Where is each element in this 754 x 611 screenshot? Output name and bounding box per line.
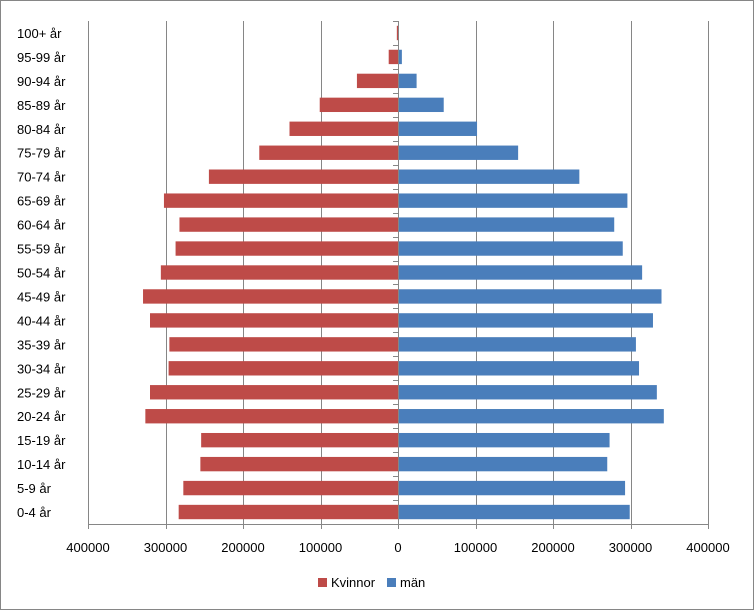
bar-man-35-39-r: [398, 337, 636, 352]
bar-man-90-94-r: [398, 73, 417, 89]
bar-man-70-74-r: [398, 169, 580, 184]
bar-man-95-99-r: [398, 49, 402, 65]
bar-kvinnor-40-44-r: [150, 313, 398, 328]
category-label-100plus-r: 100+ år: [17, 26, 62, 41]
x-tick-label: 300000: [609, 540, 652, 555]
bar-man-10-14-r: [398, 456, 608, 472]
bars: [143, 25, 664, 520]
category-label-75-79-r: 75-79 år: [17, 146, 66, 161]
bar-man-40-44-r: [398, 313, 653, 328]
bar-kvinnor-65-69-r: [163, 193, 398, 208]
category-label-50-54-r: 50-54 år: [17, 266, 66, 281]
bar-kvinnor-5-9-r: [183, 480, 398, 496]
bar-kvinnor-80-84-r: [289, 121, 398, 136]
category-label-25-29-r: 25-29 år: [17, 385, 66, 400]
bar-man-50-54-r: [398, 265, 643, 280]
category-label-40-44-r: 40-44 år: [17, 313, 66, 328]
bar-kvinnor-0-4-r: [178, 504, 398, 520]
bar-kvinnor-70-74-r: [208, 169, 398, 184]
bar-man-80-84-r: [398, 121, 478, 136]
legend-label-kvinnor: Kvinnor: [331, 575, 376, 590]
bar-kvinnor-100plus-r: [396, 25, 398, 41]
legend-label-man: män: [400, 575, 425, 590]
bar-kvinnor-35-39-r: [169, 337, 398, 352]
bar-man-30-34-r: [398, 361, 640, 376]
x-tick-label: 200000: [531, 540, 574, 555]
bar-man-45-49-r: [398, 289, 662, 304]
x-tick-label: 400000: [66, 540, 109, 555]
bar-man-25-29-r: [398, 385, 657, 400]
axes: [88, 21, 709, 529]
category-labels: 0-4 år 5-9 år 10-14 år 15-19 år 20-24 år 25-2…: [17, 26, 66, 520]
category-label-55-59-r: 55-59 år: [17, 242, 66, 257]
bar-kvinnor-60-64-r: [179, 217, 398, 232]
bar-man-55-59-r: [398, 241, 623, 256]
bar-kvinnor-30-34-r: [168, 361, 398, 376]
category-label-0-4-r: 0-4 år: [17, 505, 52, 520]
bar-kvinnor-50-54-r: [160, 265, 398, 280]
category-label-20-24-r: 20-24 år: [17, 409, 66, 424]
bar-kvinnor-20-24-r: [145, 409, 398, 424]
x-tick-label: 400000: [686, 540, 729, 555]
category-label-70-74-r: 70-74 år: [17, 170, 66, 185]
bar-kvinnor-55-59-r: [175, 241, 398, 256]
category-label-5-9-r: 5-9 år: [17, 481, 52, 496]
x-tick-label: 200000: [221, 540, 264, 555]
bar-man-65-69-r: [398, 193, 628, 208]
category-label-90-94-r: 90-94 år: [17, 74, 66, 89]
bar-kvinnor-85-89-r: [319, 97, 398, 113]
category-label-85-89-r: 85-89 år: [17, 98, 66, 113]
category-label-60-64-r: 60-64 år: [17, 218, 66, 233]
bar-man-85-89-r: [398, 97, 444, 113]
category-label-10-14-r: 10-14 år: [17, 457, 66, 472]
category-label-30-34-r: 30-34 år: [17, 361, 66, 376]
bar-man-60-64-r: [398, 217, 615, 232]
x-tick-label: 300000: [144, 540, 187, 555]
bar-man-5-9-r: [398, 480, 626, 496]
bar-man-20-24-r: [398, 409, 664, 424]
x-tick-label: 100000: [454, 540, 497, 555]
bar-man-0-4-r: [398, 504, 630, 520]
legend-swatch-kvinnor: [318, 578, 327, 587]
x-tick-label: 0: [394, 540, 401, 555]
bar-kvinnor-15-19-r: [201, 432, 398, 448]
category-label-35-39-r: 35-39 år: [17, 337, 66, 352]
bar-kvinnor-95-99-r: [388, 49, 398, 65]
x-tick-labels: 400000 300000 200000 100000 0 100000 200000 300…: [66, 540, 729, 555]
category-label-95-99-r: 95-99 år: [17, 50, 66, 65]
category-label-15-19-r: 15-19 år: [17, 433, 66, 448]
bar-kvinnor-45-49-r: [143, 289, 398, 304]
legend: Kvinnor män: [318, 575, 425, 590]
bar-man-15-19-r: [398, 432, 610, 448]
category-label-45-49-r: 45-49 år: [17, 289, 66, 304]
x-tick-label: 100000: [299, 540, 342, 555]
bar-kvinnor-90-94-r: [356, 73, 398, 89]
legend-swatch-man: [387, 578, 396, 587]
category-label-80-84-r: 80-84 år: [17, 122, 66, 137]
bar-kvinnor-25-29-r: [150, 385, 398, 400]
bar-kvinnor-75-79-r: [259, 145, 398, 160]
category-label-65-69-r: 65-69 år: [17, 194, 66, 209]
bar-man-75-79-r: [398, 145, 519, 160]
bar-kvinnor-10-14-r: [200, 456, 398, 472]
